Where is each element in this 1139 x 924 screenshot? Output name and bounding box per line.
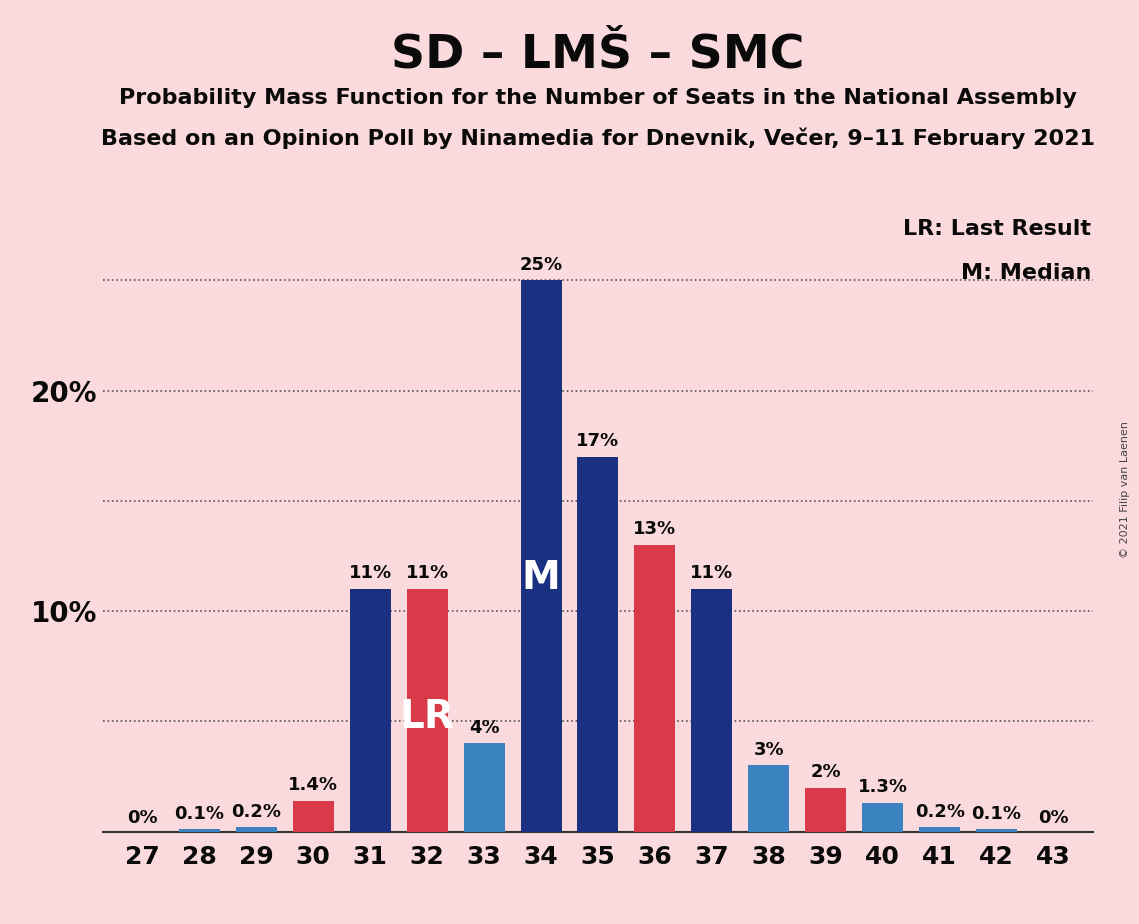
Text: 0%: 0% xyxy=(1039,809,1068,827)
Text: 11%: 11% xyxy=(405,565,449,582)
Text: SD – LMŠ – SMC: SD – LMŠ – SMC xyxy=(391,32,805,78)
Text: 0%: 0% xyxy=(128,809,157,827)
Text: 1.4%: 1.4% xyxy=(288,776,338,794)
Text: LR: LR xyxy=(400,698,454,736)
Bar xyxy=(919,827,960,832)
Text: M: M xyxy=(522,559,560,597)
Bar xyxy=(976,830,1017,832)
Text: 17%: 17% xyxy=(576,432,620,450)
Text: 0.1%: 0.1% xyxy=(174,805,224,822)
Bar xyxy=(350,590,391,832)
Bar xyxy=(862,803,903,832)
Bar xyxy=(521,281,562,832)
Text: 4%: 4% xyxy=(469,719,499,736)
Text: 11%: 11% xyxy=(690,565,734,582)
Bar xyxy=(293,801,334,832)
Text: Based on an Opinion Poll by Ninamedia for Dnevnik, Večer, 9–11 February 2021: Based on an Opinion Poll by Ninamedia fo… xyxy=(101,128,1095,149)
Bar xyxy=(179,830,220,832)
Bar xyxy=(748,765,789,832)
Text: 13%: 13% xyxy=(633,520,677,539)
Text: © 2021 Filip van Laenen: © 2021 Filip van Laenen xyxy=(1121,421,1130,558)
Bar xyxy=(236,827,277,832)
Bar xyxy=(407,590,448,832)
Text: 0.2%: 0.2% xyxy=(231,803,281,821)
Bar xyxy=(691,590,732,832)
Text: M: Median: M: Median xyxy=(961,263,1091,283)
Text: Probability Mass Function for the Number of Seats in the National Assembly: Probability Mass Function for the Number… xyxy=(120,88,1076,108)
Text: 25%: 25% xyxy=(519,256,563,274)
Text: 0.2%: 0.2% xyxy=(915,803,965,821)
Text: 1.3%: 1.3% xyxy=(858,778,908,796)
Text: 11%: 11% xyxy=(349,565,392,582)
Text: LR: Last Result: LR: Last Result xyxy=(903,219,1091,239)
Text: 0.1%: 0.1% xyxy=(972,805,1022,822)
Bar xyxy=(464,744,505,832)
Bar xyxy=(805,787,846,832)
Bar xyxy=(577,456,618,832)
Text: 2%: 2% xyxy=(811,763,841,781)
Bar xyxy=(634,545,675,832)
Text: 3%: 3% xyxy=(754,741,784,759)
